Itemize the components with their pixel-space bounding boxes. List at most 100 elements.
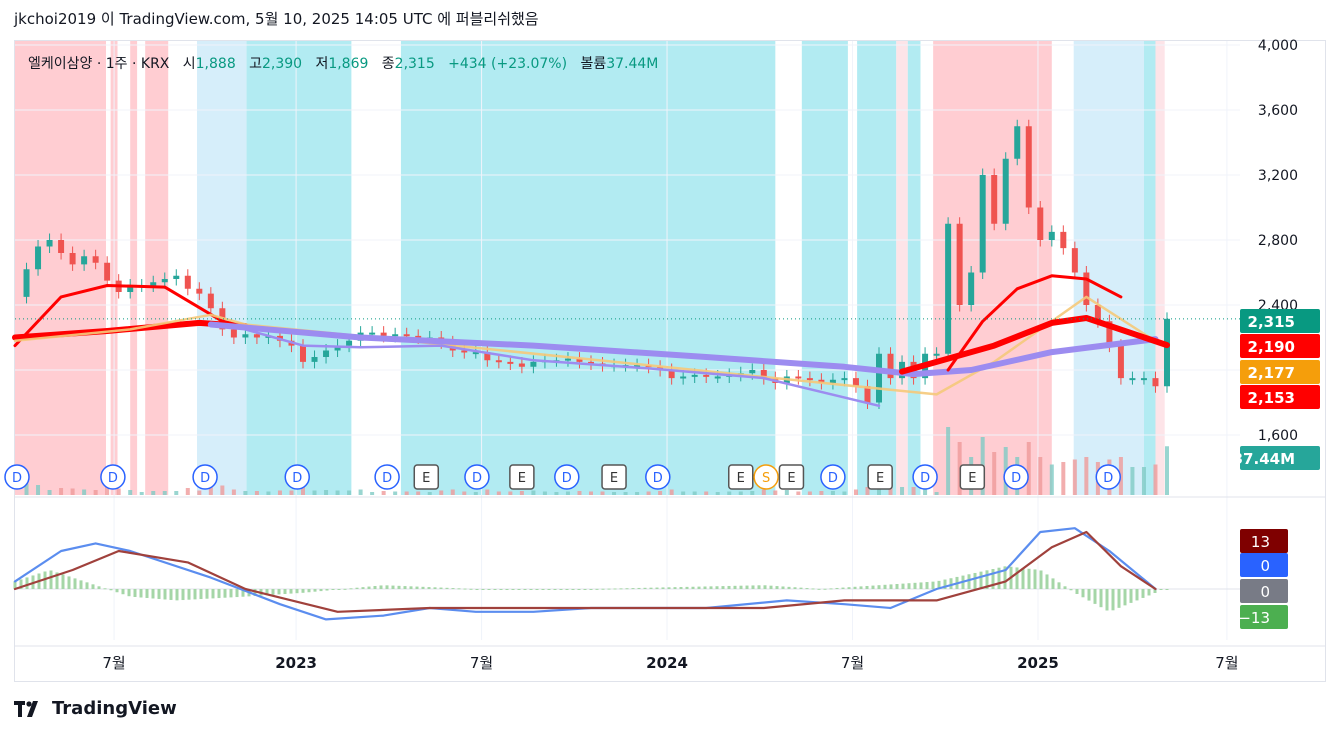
macd-histogram-bar <box>859 586 863 589</box>
dividend-marker[interactable] <box>100 464 126 490</box>
price-label-text: 2,177 <box>1248 364 1295 382</box>
candle-body <box>1117 345 1124 379</box>
macd-histogram-bar <box>1075 589 1079 594</box>
macd-value-tag <box>1240 553 1288 577</box>
macd-histogram-bar <box>733 585 737 589</box>
macd-histogram-bar <box>775 586 779 589</box>
dividend-marker[interactable] <box>284 464 310 490</box>
dividend-marker[interactable] <box>1095 464 1121 490</box>
earnings-marker[interactable] <box>867 464 893 490</box>
chart-frame <box>14 40 1326 682</box>
candle-body <box>81 256 88 265</box>
candle-body <box>588 361 594 364</box>
y-tick-label: 3,600 <box>1258 103 1298 119</box>
split-marker[interactable] <box>753 464 779 490</box>
macd-histogram-bar <box>97 586 101 589</box>
macd-histogram-bar <box>373 586 377 589</box>
open-label: 시 <box>182 56 196 72</box>
background-band <box>857 41 897 495</box>
volume-bar <box>381 491 386 495</box>
macd-histogram-bar <box>481 589 485 590</box>
macd-value-text: 13 <box>1251 533 1270 551</box>
macd-histogram-bar <box>565 589 569 590</box>
macd-value-text: 0 <box>1260 557 1270 575</box>
candle-body <box>242 334 249 338</box>
candle-body <box>1129 378 1136 381</box>
low-label: 저 <box>315 56 329 72</box>
open-value: 1,888 <box>195 56 236 72</box>
dividend-marker[interactable] <box>464 464 490 490</box>
dividend-marker[interactable] <box>554 464 580 490</box>
marker-label: D <box>200 471 210 486</box>
volume-bar <box>128 490 133 495</box>
macd-histogram-bar <box>913 582 917 589</box>
volume-bar <box>681 491 686 495</box>
macd-histogram-bar <box>745 585 749 589</box>
volume-bar <box>105 486 110 495</box>
macd-histogram-bar <box>673 587 677 589</box>
volume-bar <box>116 488 121 495</box>
macd-histogram-bar <box>1147 589 1151 596</box>
macd-histogram-bar <box>79 580 83 589</box>
marker-label: E <box>876 471 884 486</box>
volume-bar <box>750 491 755 495</box>
volume-bar <box>450 489 455 495</box>
volume-bar <box>819 491 824 495</box>
candle-body <box>818 379 825 383</box>
tradingview-footer[interactable]: TradingView <box>14 698 177 719</box>
macd-histogram-bar <box>631 588 635 590</box>
volume-bar <box>312 490 317 495</box>
background-band <box>1073 41 1144 495</box>
macd-histogram-bar <box>763 585 767 589</box>
earnings-marker[interactable] <box>413 464 440 490</box>
macd-histogram-bar <box>895 584 899 589</box>
dividend-marker[interactable] <box>192 464 218 490</box>
macd-histogram-bar <box>151 589 155 599</box>
macd-histogram-bar <box>967 574 971 589</box>
marker-label: D <box>108 471 118 486</box>
volume-bar <box>70 488 75 495</box>
earnings-marker[interactable] <box>959 464 986 490</box>
macd-histogram-bar <box>139 589 143 598</box>
macd-histogram-bar <box>1105 589 1109 611</box>
dividend-marker[interactable] <box>645 464 671 490</box>
macd-histogram-bar <box>301 589 305 593</box>
macd-histogram-bar <box>403 586 407 589</box>
macd-histogram-bar <box>433 587 437 589</box>
macd-histogram-bar <box>1141 589 1145 598</box>
earnings-marker[interactable] <box>778 464 805 490</box>
volume-bar <box>554 492 559 495</box>
candle-body <box>230 329 237 338</box>
dividend-marker[interactable] <box>4 464 30 490</box>
dividend-marker[interactable] <box>820 464 846 490</box>
macd-histogram-bar <box>13 581 17 589</box>
candle-body <box>92 256 99 263</box>
volume-bar <box>704 491 709 495</box>
dividend-marker[interactable] <box>912 464 938 490</box>
earnings-marker[interactable] <box>601 464 627 490</box>
candle-body <box>979 175 986 273</box>
macd-histogram-bar <box>925 582 929 589</box>
macd-histogram-bar <box>283 589 287 594</box>
candle-body <box>173 275 180 279</box>
macd-histogram-bar <box>19 579 23 589</box>
macd-histogram-bar <box>1045 574 1049 589</box>
macd-histogram-bar <box>595 588 599 590</box>
macd-histogram-bar <box>649 587 653 589</box>
macd-histogram-bar <box>235 589 239 598</box>
earnings-marker[interactable] <box>728 464 754 490</box>
volume-bar <box>139 492 144 495</box>
dividend-marker[interactable] <box>1003 464 1029 490</box>
dividend-marker[interactable] <box>374 464 400 490</box>
volume-bar <box>646 491 651 495</box>
macd-histogram-bar <box>115 589 119 593</box>
macd-histogram-bar <box>193 589 197 600</box>
candle-body <box>829 379 836 383</box>
macd-histogram-bar <box>607 588 611 590</box>
macd-histogram-bar <box>265 589 269 596</box>
earnings-marker[interactable] <box>509 464 535 490</box>
candle-body <box>714 376 721 379</box>
macd-histogram-bar <box>973 572 977 589</box>
price-label-text: 2,153 <box>1248 389 1295 407</box>
